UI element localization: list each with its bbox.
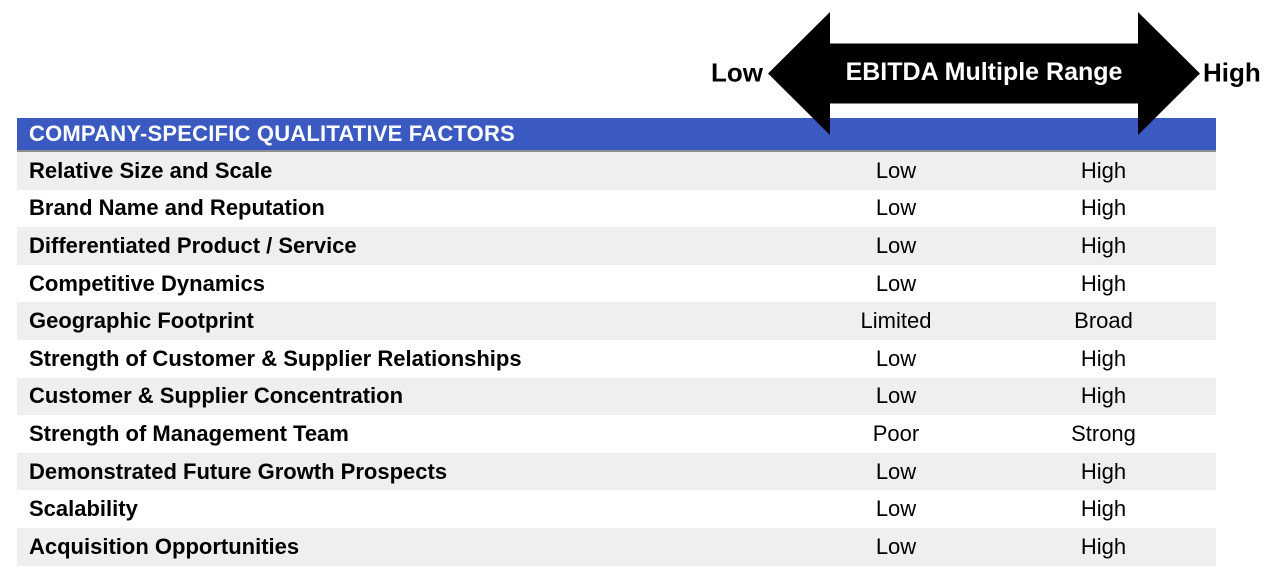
factor-label: Strength of Customer & Supplier Relation… [29, 345, 522, 371]
table-row: Scalability Low High [17, 490, 1216, 528]
factor-label: Acquisition Opportunities [29, 533, 300, 559]
table-row: Competitive Dynamics Low High [17, 264, 1216, 303]
factor-high-value: Broad [1074, 308, 1133, 334]
factor-high-value: High [1080, 458, 1127, 484]
factor-low-value: Low [875, 345, 917, 371]
factor-low-value: Low [875, 195, 917, 221]
factor-high-value: High [1080, 195, 1127, 221]
factor-low-value: Low [875, 496, 917, 522]
factor-low-value: Low [875, 157, 917, 183]
arrow-high-label: High [1203, 57, 1261, 88]
table-row: Relative Size and Scale Low High [17, 152, 1216, 190]
factor-high-value: High [1080, 157, 1127, 183]
factor-low-value: Limited [860, 308, 932, 334]
table-row: Strength of Management Team Poor Strong [17, 415, 1216, 453]
table-row: Geographic Footprint Limited Broad [17, 302, 1216, 340]
factor-low-value: Low [875, 270, 917, 296]
table-row: Strength of Customer & Supplier Relation… [17, 339, 1216, 378]
arrow-low-label: Low [711, 57, 763, 88]
factor-low-value: Low [875, 383, 917, 409]
table-body: Relative Size and Scale Low High Brand N… [17, 152, 1216, 566]
table-row: Brand Name and Reputation Low High [17, 189, 1216, 228]
double-headed-arrow-icon [768, 12, 1200, 135]
arrow-title: EBITDA Multiple Range [845, 58, 1123, 86]
factor-high-value: Strong [1071, 420, 1136, 446]
table-row: Acquisition Opportunities Low High [17, 527, 1216, 566]
table-header-row: COMPANY-SPECIFIC QUALITATIVE FACTORS [17, 118, 1216, 152]
table-row: Differentiated Product / Service Low Hig… [17, 227, 1216, 265]
qualitative-factors-table: COMPANY-SPECIFIC QUALITATIVE FACTORS Rel… [17, 118, 1216, 566]
table-header-title: COMPANY-SPECIFIC QUALITATIVE FACTORS [29, 121, 515, 146]
table-row: Customer & Supplier Concentration Low Hi… [17, 377, 1216, 416]
factor-low-value: Low [875, 232, 917, 258]
factor-label: Differentiated Product / Service [29, 232, 357, 258]
factor-low-value: Low [875, 458, 917, 484]
factor-low-value: Low [875, 533, 917, 559]
factor-label: Demonstrated Future Growth Prospects [29, 458, 448, 484]
table-row: Demonstrated Future Growth Prospects Low… [17, 452, 1216, 491]
factor-high-value: High [1080, 383, 1127, 409]
factor-label: Competitive Dynamics [29, 270, 265, 296]
factor-label: Geographic Footprint [29, 308, 254, 334]
factor-high-value: High [1080, 232, 1127, 258]
factor-label: Relative Size and Scale [29, 157, 273, 183]
factor-high-value: High [1080, 345, 1127, 371]
factor-high-value: High [1080, 496, 1127, 522]
factor-high-value: High [1080, 533, 1127, 559]
factor-label: Scalability [29, 496, 138, 522]
factor-label: Brand Name and Reputation [29, 195, 325, 221]
factor-label: Customer & Supplier Concentration [29, 383, 404, 409]
factor-label: Strength of Management Team [29, 420, 349, 446]
factor-low-value: Poor [872, 420, 920, 446]
factor-high-value: High [1080, 270, 1127, 296]
